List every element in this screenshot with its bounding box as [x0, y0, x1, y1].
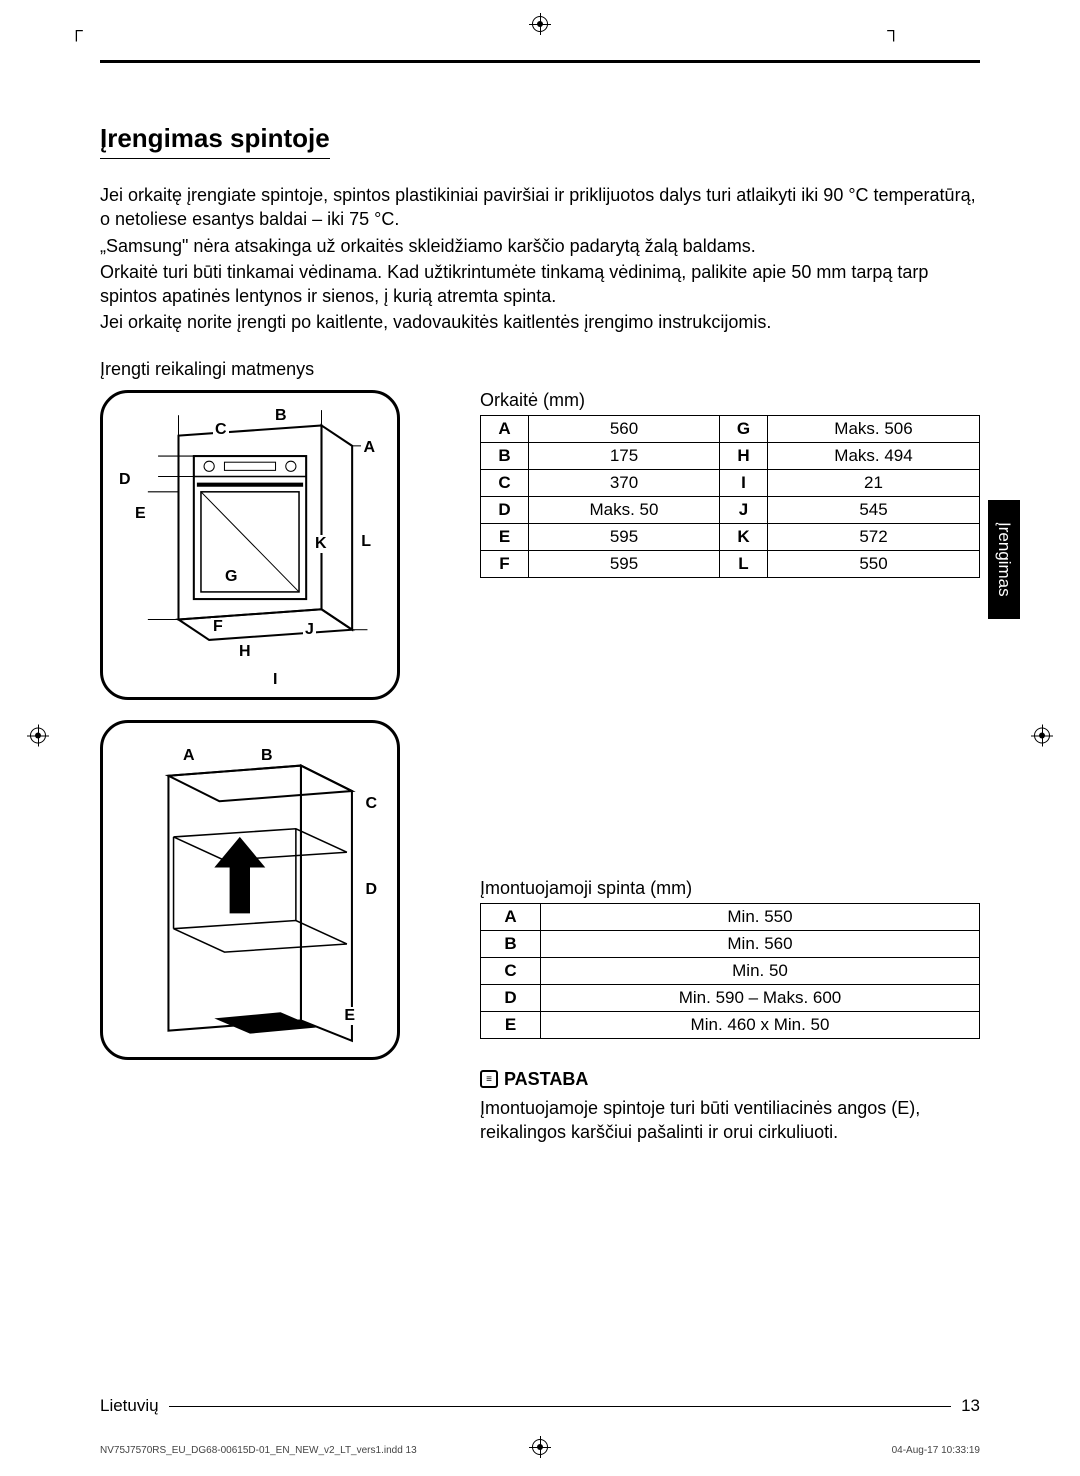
- print-footer: NV75J7570RS_EU_DG68-00615D-01_EN_NEW_v2_…: [100, 1445, 980, 1456]
- dim-label: C: [363, 795, 379, 813]
- cabinet-dimensions-table: A Min. 550B Min. 560C Min. 50D Min. 590 …: [480, 903, 980, 1039]
- cabinet-table-caption: Įmontuojamoji spinta (mm): [480, 878, 980, 899]
- paragraph: Jei orkaitę įrengiate spintoje, spintos …: [100, 183, 980, 232]
- table-value: 595: [529, 523, 720, 550]
- dim-label: H: [237, 643, 253, 661]
- table-key: J: [720, 496, 768, 523]
- indd-filename: NV75J7570RS_EU_DG68-00615D-01_EN_NEW_v2_…: [100, 1445, 417, 1456]
- dim-label: D: [363, 881, 379, 899]
- section-tab: Įrengimas: [988, 500, 1020, 619]
- table-value: Maks. 50: [529, 496, 720, 523]
- registration-mark: [1034, 728, 1050, 749]
- table-key: G: [720, 415, 768, 442]
- table-key: E: [481, 1011, 541, 1038]
- table-key: K: [720, 523, 768, 550]
- table-value: Min. 590 – Maks. 600: [541, 984, 980, 1011]
- dim-label: I: [271, 671, 279, 689]
- note-icon: ≡: [480, 1070, 498, 1088]
- table-value: Min. 460 x Min. 50: [541, 1011, 980, 1038]
- table-value: 572: [768, 523, 980, 550]
- table-value: Min. 50: [541, 957, 980, 984]
- oven-diagram: B C A D E L K G F J H I: [100, 390, 400, 700]
- table-value: 175: [529, 442, 720, 469]
- table-key: B: [481, 930, 541, 957]
- paragraph: „Samsung" nėra atsakinga už orkaitės skl…: [100, 234, 980, 258]
- dim-label: B: [259, 747, 275, 765]
- crop-mark: ┌: [70, 20, 83, 41]
- dim-label: F: [211, 618, 225, 636]
- table-value: Min. 560: [541, 930, 980, 957]
- dim-label: G: [223, 568, 239, 586]
- table-value: Min. 550: [541, 903, 980, 930]
- table-key: A: [481, 903, 541, 930]
- note-text: Įmontuojamoje spintoje turi būti ventili…: [480, 1096, 980, 1145]
- dim-label: A: [181, 747, 197, 765]
- table-value: Maks. 506: [768, 415, 980, 442]
- note-label: PASTABA: [504, 1069, 588, 1090]
- table-value: Maks. 494: [768, 442, 980, 469]
- footer-language: Lietuvių: [100, 1396, 159, 1416]
- cabinet-diagram: A B C D E: [100, 720, 400, 1060]
- dim-label: E: [133, 505, 148, 523]
- table-key: A: [481, 415, 529, 442]
- print-timestamp: 04-Aug-17 10:33:19: [892, 1445, 980, 1456]
- table-value: 370: [529, 469, 720, 496]
- table-key: C: [481, 957, 541, 984]
- paragraph: Jei orkaitę norite įrengti po kaitlente,…: [100, 310, 980, 334]
- table-value: 21: [768, 469, 980, 496]
- table-value: 595: [529, 550, 720, 577]
- footer-page-number: 13: [961, 1396, 980, 1416]
- registration-mark: [30, 728, 46, 749]
- table-value: 545: [768, 496, 980, 523]
- crop-mark: ┐: [887, 20, 900, 41]
- table-key: B: [481, 442, 529, 469]
- dim-label: B: [273, 407, 289, 425]
- dim-label: A: [361, 439, 377, 457]
- section-heading: Įrengimas spintoje: [100, 123, 330, 159]
- dim-label: C: [213, 421, 229, 439]
- table-value: 560: [529, 415, 720, 442]
- registration-mark: [532, 16, 548, 37]
- dim-label: L: [359, 533, 373, 551]
- dim-label: E: [342, 1007, 357, 1025]
- table-key: C: [481, 469, 529, 496]
- oven-dimensions-table: A 560 G Maks. 506B 175 H Maks. 494C 370 …: [480, 415, 980, 578]
- table-value: 550: [768, 550, 980, 577]
- oven-table-caption: Orkaitė (mm): [480, 390, 980, 411]
- table-key: I: [720, 469, 768, 496]
- dim-label: J: [303, 621, 316, 639]
- table-key: L: [720, 550, 768, 577]
- top-rule: [100, 60, 980, 63]
- page-footer: Lietuvių 13: [100, 1396, 980, 1416]
- paragraph: Orkaitė turi būti tinkamai vėdinama. Kad…: [100, 260, 980, 309]
- dim-label: K: [313, 535, 329, 553]
- table-key: D: [481, 984, 541, 1011]
- table-key: H: [720, 442, 768, 469]
- dim-label: D: [117, 471, 133, 489]
- subheading: Įrengti reikalingi matmenys: [100, 359, 980, 380]
- table-key: F: [481, 550, 529, 577]
- table-key: E: [481, 523, 529, 550]
- table-key: D: [481, 496, 529, 523]
- note-heading: ≡ PASTABA: [480, 1069, 980, 1090]
